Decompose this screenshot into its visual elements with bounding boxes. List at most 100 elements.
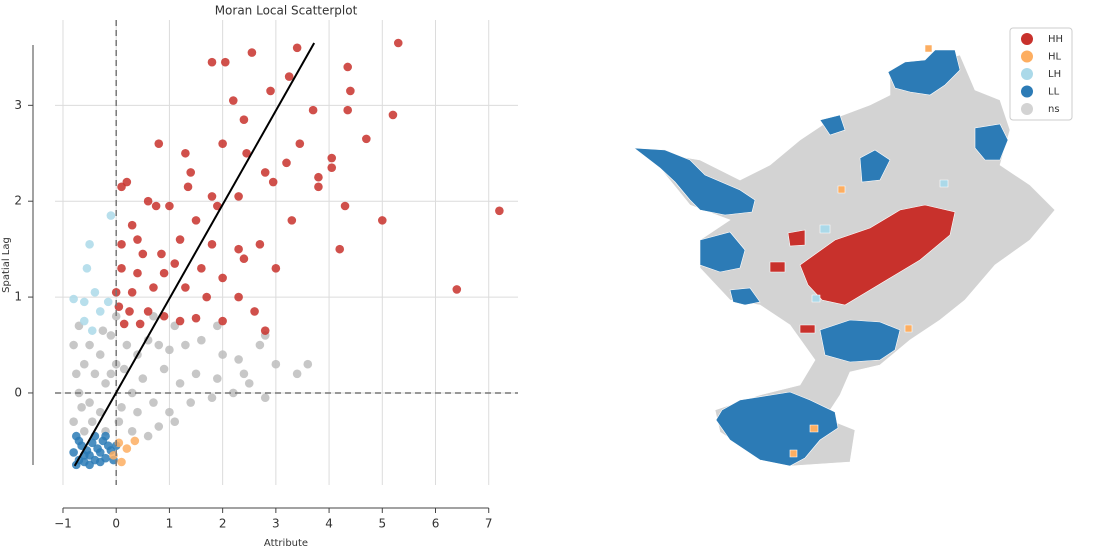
point	[117, 264, 126, 273]
point	[85, 398, 94, 407]
point	[133, 268, 142, 278]
point	[295, 139, 305, 148]
point	[242, 148, 251, 158]
point	[133, 235, 142, 244]
point	[207, 240, 217, 249]
point	[234, 292, 243, 302]
legend-label: ns	[1048, 104, 1060, 115]
point	[271, 359, 281, 369]
point	[90, 287, 100, 297]
point	[127, 427, 137, 436]
point	[69, 294, 78, 304]
x-tick-label: 1	[166, 517, 174, 531]
map-region	[924, 44, 933, 53]
map-region	[715, 391, 839, 467]
point	[303, 359, 313, 369]
point	[143, 307, 153, 316]
point	[250, 307, 259, 316]
point	[181, 148, 190, 158]
map-region	[819, 114, 846, 136]
point	[228, 96, 238, 105]
x-tick-label: 3	[272, 517, 280, 531]
map-region	[887, 49, 961, 96]
point	[191, 313, 201, 323]
point	[79, 427, 89, 436]
map-region	[939, 179, 949, 188]
point	[154, 139, 164, 148]
point	[106, 369, 116, 379]
point	[117, 403, 126, 412]
point	[191, 369, 201, 379]
x-tick-label: 4	[325, 517, 333, 531]
point	[239, 254, 249, 264]
map-region	[789, 449, 798, 458]
point	[186, 398, 196, 407]
point	[220, 57, 230, 67]
point	[175, 316, 185, 326]
point	[388, 110, 398, 120]
map-region	[809, 424, 819, 433]
point	[125, 307, 134, 316]
x-tick-label: 5	[378, 517, 386, 531]
legend-label: HH	[1048, 34, 1063, 45]
point	[85, 460, 94, 470]
point	[165, 201, 174, 211]
point	[268, 177, 278, 187]
point	[244, 379, 254, 388]
point	[103, 297, 113, 307]
legend-marker	[1021, 85, 1033, 98]
point	[197, 335, 206, 345]
point	[247, 48, 257, 57]
point	[149, 398, 158, 407]
point	[117, 457, 126, 467]
point	[143, 431, 153, 441]
point	[308, 105, 318, 115]
point	[207, 192, 217, 201]
map-region	[859, 149, 891, 183]
point	[181, 283, 190, 292]
point	[314, 172, 323, 182]
point	[82, 264, 92, 273]
x-axis-label: Attribute	[264, 538, 308, 549]
x-tick-label: 2	[219, 517, 227, 531]
point	[71, 369, 81, 379]
point	[122, 340, 132, 350]
x-tick-label: 6	[432, 517, 440, 531]
point	[85, 240, 94, 249]
point	[122, 177, 132, 187]
x-tick-label: 7	[485, 517, 493, 531]
y-tick-label: 1	[14, 290, 22, 304]
point	[393, 38, 403, 48]
point	[106, 331, 116, 340]
point	[239, 369, 249, 379]
point	[79, 297, 89, 307]
point	[138, 374, 148, 383]
point	[95, 457, 105, 467]
point	[314, 182, 323, 192]
point	[218, 316, 227, 326]
point	[79, 316, 89, 326]
point	[255, 240, 265, 249]
point	[175, 235, 185, 244]
point	[127, 388, 137, 398]
point	[159, 364, 169, 374]
point	[90, 369, 100, 379]
point	[143, 196, 153, 206]
point	[122, 444, 132, 453]
point	[292, 43, 302, 53]
legend-label: LH	[1048, 69, 1061, 80]
point	[101, 431, 110, 441]
legend-label: LL	[1048, 87, 1060, 98]
legend-marker	[1021, 103, 1033, 115]
map-region	[799, 324, 816, 334]
point	[98, 326, 108, 335]
point	[377, 216, 387, 225]
point	[106, 211, 116, 220]
point	[284, 72, 294, 81]
point	[85, 340, 94, 350]
map-region	[974, 123, 1009, 161]
point	[181, 340, 190, 350]
point	[292, 369, 302, 379]
point	[119, 319, 129, 329]
